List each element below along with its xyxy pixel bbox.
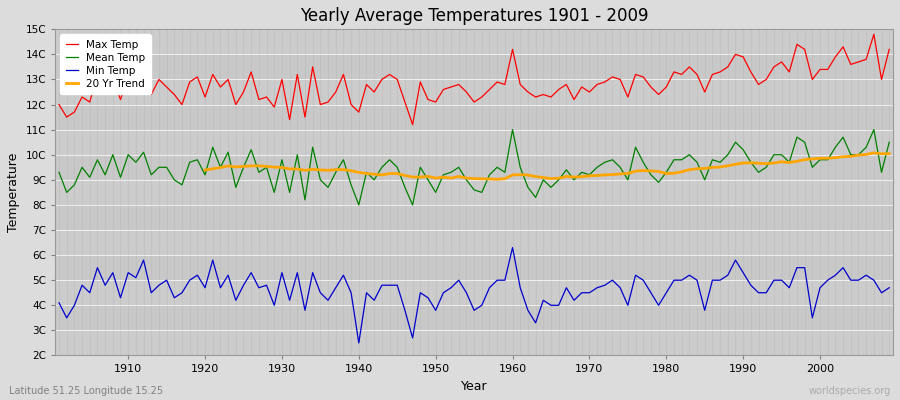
Y-axis label: Temperature: Temperature — [7, 153, 20, 232]
Bar — [55, 330, 893, 356]
Mean Temp — [54, 170, 65, 175]
20 Yr Trend — [200, 168, 211, 172]
Min Temp — [523, 308, 534, 313]
Max Temp — [507, 47, 517, 52]
20 Yr Trend — [292, 167, 302, 172]
Bar — [55, 155, 893, 180]
Min Temp — [354, 340, 364, 345]
Mean Temp — [515, 165, 526, 170]
Bar — [55, 54, 893, 80]
Line: Mean Temp: Mean Temp — [59, 130, 889, 205]
Line: Max Temp: Max Temp — [59, 34, 889, 125]
20 Yr Trend — [860, 152, 871, 157]
Mean Temp — [615, 165, 626, 170]
Max Temp — [884, 47, 895, 52]
20 Yr Trend — [792, 159, 803, 164]
Bar — [55, 80, 893, 104]
Min Temp — [507, 245, 517, 250]
Mean Temp — [115, 175, 126, 180]
Max Temp — [54, 102, 65, 107]
Bar — [55, 180, 893, 205]
Legend: Max Temp, Mean Temp, Min Temp, 20 Yr Trend: Max Temp, Mean Temp, Min Temp, 20 Yr Tre… — [60, 34, 150, 94]
Bar — [55, 305, 893, 330]
X-axis label: Year: Year — [461, 380, 488, 393]
Title: Yearly Average Temperatures 1901 - 2009: Yearly Average Temperatures 1901 - 2009 — [300, 7, 648, 25]
Min Temp — [615, 285, 626, 290]
Min Temp — [884, 285, 895, 290]
Mean Temp — [507, 127, 517, 132]
Max Temp — [330, 90, 341, 94]
Max Temp — [407, 122, 418, 127]
20 Yr Trend — [868, 150, 879, 155]
Max Temp — [284, 117, 295, 122]
20 Yr Trend — [491, 177, 502, 182]
Bar — [55, 280, 893, 305]
Mean Temp — [884, 140, 895, 144]
Min Temp — [515, 285, 526, 290]
20 Yr Trend — [884, 151, 895, 156]
Mean Temp — [284, 190, 295, 195]
Line: 20 Yr Trend: 20 Yr Trend — [205, 153, 889, 179]
Min Temp — [115, 295, 126, 300]
Max Temp — [608, 74, 618, 79]
Line: Min Temp: Min Temp — [59, 248, 889, 343]
Max Temp — [868, 32, 879, 37]
20 Yr Trend — [684, 167, 695, 172]
Bar — [55, 255, 893, 280]
Bar — [55, 130, 893, 155]
Bar — [55, 205, 893, 230]
Bar — [55, 104, 893, 130]
Text: worldspecies.org: worldspecies.org — [809, 386, 891, 396]
Text: Latitude 51.25 Longitude 15.25: Latitude 51.25 Longitude 15.25 — [9, 386, 163, 396]
Min Temp — [54, 300, 65, 305]
Min Temp — [330, 285, 341, 290]
20 Yr Trend — [407, 175, 418, 180]
Max Temp — [515, 82, 526, 87]
Mean Temp — [354, 202, 364, 207]
20 Yr Trend — [776, 159, 787, 164]
Mean Temp — [523, 185, 534, 190]
Min Temp — [284, 298, 295, 303]
Mean Temp — [330, 170, 341, 175]
Bar — [55, 230, 893, 255]
Bar — [55, 29, 893, 54]
Max Temp — [115, 97, 126, 102]
